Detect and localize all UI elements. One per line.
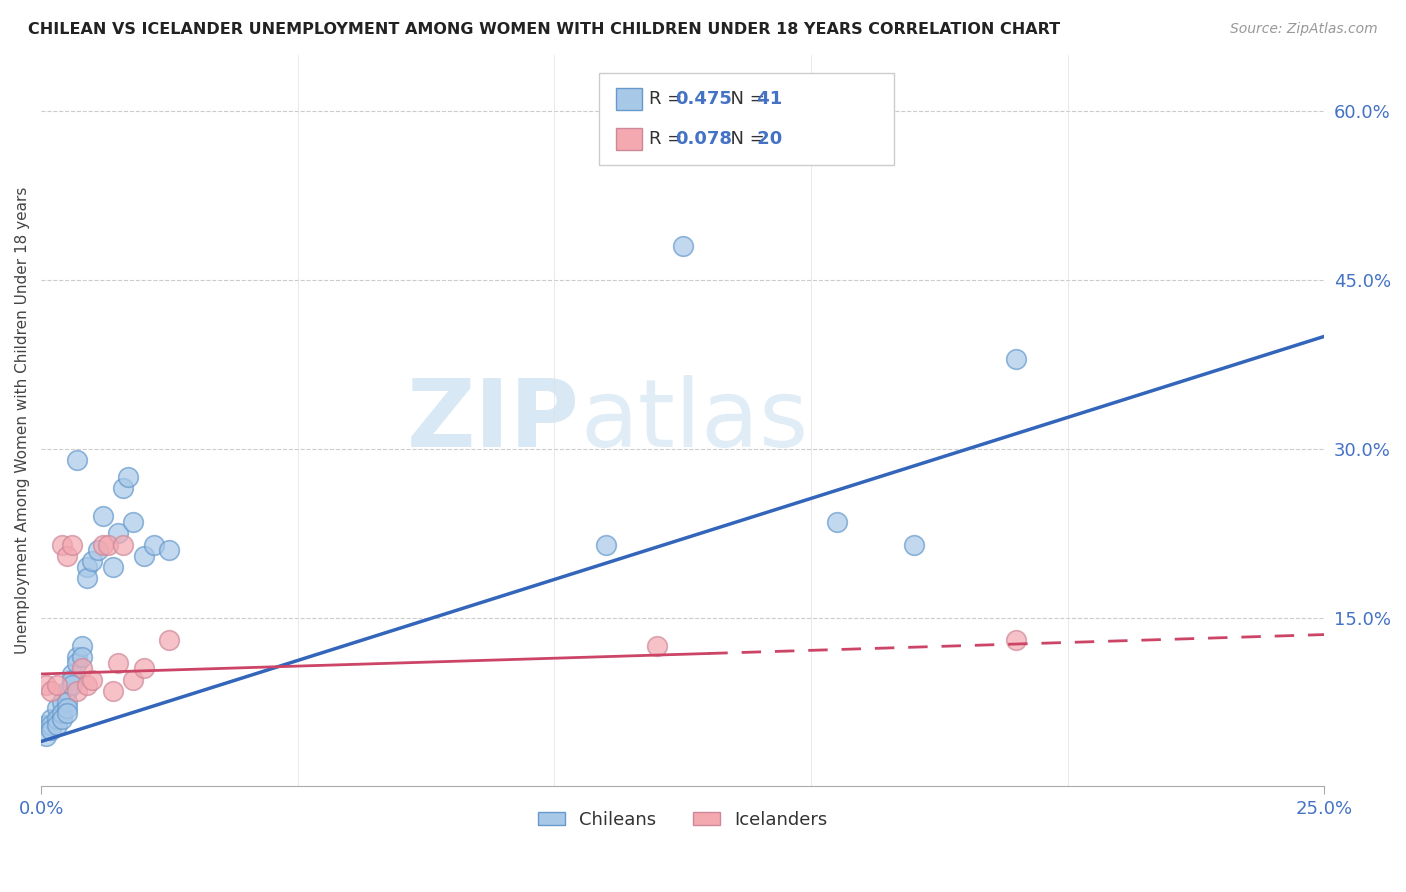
Point — [66, 453, 89, 467]
Point — [91, 538, 114, 552]
Text: 0.475: 0.475 — [675, 90, 731, 108]
Point — [143, 538, 166, 552]
Point — [122, 515, 145, 529]
Point — [60, 667, 83, 681]
Point — [76, 571, 98, 585]
Point — [60, 538, 83, 552]
Point — [45, 717, 67, 731]
Text: R =: R = — [650, 130, 689, 148]
Point — [55, 695, 77, 709]
Bar — [616, 88, 641, 110]
Text: N =: N = — [718, 90, 770, 108]
Point — [55, 706, 77, 721]
Point — [1005, 351, 1028, 366]
Point — [122, 673, 145, 687]
Text: CHILEAN VS ICELANDER UNEMPLOYMENT AMONG WOMEN WITH CHILDREN UNDER 18 YEARS CORRE: CHILEAN VS ICELANDER UNEMPLOYMENT AMONG … — [28, 22, 1060, 37]
Point — [41, 717, 63, 731]
Point — [55, 700, 77, 714]
Text: 41: 41 — [751, 90, 782, 108]
Point — [132, 549, 155, 563]
Point — [35, 678, 58, 692]
Y-axis label: Unemployment Among Women with Children Under 18 years: Unemployment Among Women with Children U… — [15, 187, 30, 655]
Point — [41, 723, 63, 738]
Point — [76, 560, 98, 574]
Text: N =: N = — [718, 130, 770, 148]
Point — [70, 661, 93, 675]
FancyBboxPatch shape — [599, 73, 894, 165]
Point — [595, 538, 617, 552]
Point — [82, 554, 104, 568]
Point — [107, 526, 129, 541]
Text: R =: R = — [650, 90, 689, 108]
Point — [55, 549, 77, 563]
Point — [645, 639, 668, 653]
Point — [82, 673, 104, 687]
Point — [672, 239, 695, 253]
Point — [70, 639, 93, 653]
Point — [112, 538, 135, 552]
Point — [66, 683, 89, 698]
Legend: Chileans, Icelanders: Chileans, Icelanders — [530, 804, 835, 836]
Point — [132, 661, 155, 675]
Point — [107, 656, 129, 670]
Point — [101, 683, 124, 698]
Point — [66, 656, 89, 670]
Text: ZIP: ZIP — [408, 375, 581, 467]
Point — [157, 633, 180, 648]
Point — [66, 650, 89, 665]
Point — [45, 700, 67, 714]
Point — [97, 538, 120, 552]
Point — [825, 515, 848, 529]
Point — [51, 695, 73, 709]
Point — [70, 650, 93, 665]
Text: Source: ZipAtlas.com: Source: ZipAtlas.com — [1230, 22, 1378, 37]
Text: 20: 20 — [751, 130, 782, 148]
Point — [51, 712, 73, 726]
Text: atlas: atlas — [581, 375, 808, 467]
Bar — [616, 128, 641, 150]
Point — [45, 678, 67, 692]
Point — [903, 538, 925, 552]
Point — [60, 678, 83, 692]
Point — [41, 683, 63, 698]
Point — [76, 678, 98, 692]
Point — [51, 538, 73, 552]
Point — [1005, 633, 1028, 648]
Point — [55, 683, 77, 698]
Point — [117, 470, 139, 484]
Point — [157, 543, 180, 558]
Point — [35, 717, 58, 731]
Point — [35, 729, 58, 743]
Point — [86, 543, 108, 558]
Point — [45, 712, 67, 726]
Point — [41, 712, 63, 726]
Point — [91, 509, 114, 524]
Point — [60, 673, 83, 687]
Point — [112, 481, 135, 495]
Point — [51, 706, 73, 721]
Text: 0.078: 0.078 — [675, 130, 733, 148]
Point — [101, 560, 124, 574]
